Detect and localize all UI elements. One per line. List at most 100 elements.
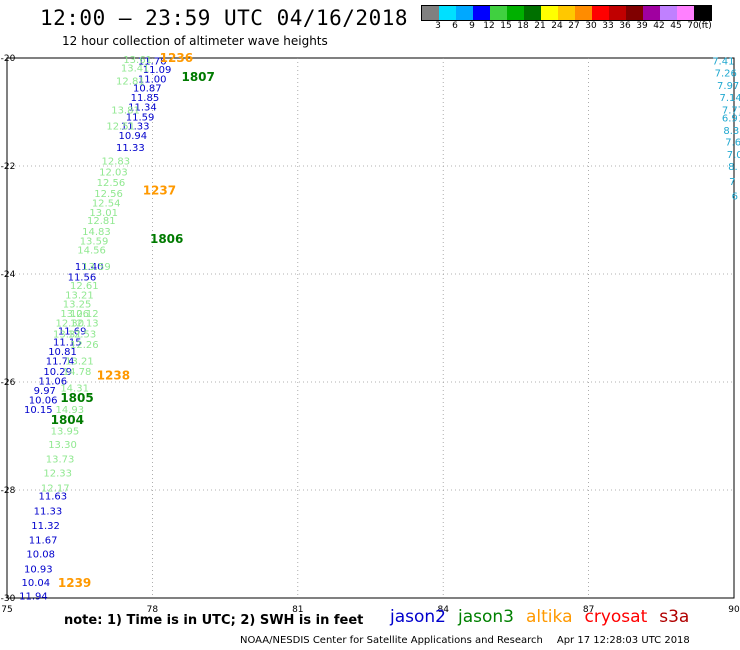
data-point-label: 13.06 [60, 309, 89, 320]
color-scale-label: 36 [619, 21, 631, 31]
data-point-label: 7 [729, 177, 735, 188]
color-scale-label: 42 [653, 21, 665, 31]
y-tick-label: -22 [1, 162, 16, 172]
data-point-label: 11.40 [75, 262, 104, 273]
color-scale-label: 12 [483, 21, 495, 31]
data-point-label: 11.33 [34, 507, 63, 518]
data-point-label: 1238 [97, 369, 130, 383]
data-point-label: 12.56 [94, 189, 123, 200]
data-point-label: 10.93 [24, 564, 53, 575]
color-swatch [694, 6, 711, 20]
data-point-label: 13.21 [65, 291, 94, 302]
data-point-label: 11.94 [19, 591, 48, 602]
color-scale-label: 15 [500, 21, 512, 31]
data-point-label: 6 [732, 192, 738, 203]
data-point-label: 1239 [58, 576, 91, 590]
color-swatch [643, 6, 660, 20]
data-point-label: 13.59 [80, 237, 109, 248]
data-point-label: 12.30 [55, 319, 84, 330]
color-swatch [507, 6, 524, 20]
data-point-label: 13.41 [121, 64, 150, 75]
data-point-label: 12.81 [87, 216, 116, 227]
data-point-label: 12.54 [92, 199, 121, 210]
x-tick-label: 90 [728, 605, 740, 615]
data-point-label: 11.33 [121, 122, 150, 133]
data-point-label: 10.94 [118, 131, 147, 142]
data-point-label: 12.13 [70, 319, 99, 330]
data-point-label: 1237 [143, 183, 176, 197]
data-point-label: 8. [728, 162, 738, 173]
data-point-label: 6.91 [722, 113, 740, 124]
data-point-label: 12.33 [43, 469, 72, 480]
data-point-label: 13.30 [48, 440, 77, 451]
x-tick-label: 75 [1, 605, 12, 615]
color-swatch [609, 6, 626, 20]
y-tick-label: -28 [1, 486, 16, 496]
data-point-label: 12.12 [70, 309, 99, 320]
data-point-label: 7.0 [727, 150, 740, 161]
data-point-label: 11.00 [138, 75, 167, 86]
data-point-label: 14.78 [63, 367, 92, 378]
data-point-label: 13.73 [46, 455, 75, 466]
color-scale-label: 6 [452, 21, 458, 31]
color-swatch [575, 6, 592, 20]
data-point-label: 11.32 [31, 521, 60, 532]
y-tick-label: -30 [1, 594, 16, 604]
color-swatch [422, 6, 439, 20]
data-point-label: 13.01 [89, 208, 118, 219]
data-point-label: 10.87 [133, 84, 162, 95]
data-point-label: 13.81 [111, 105, 140, 116]
color-scale-label: 39 [636, 21, 648, 31]
data-point-label: 1805 [60, 391, 93, 405]
data-point-label: 12.51 [106, 122, 135, 133]
data-point-label: 12.17 [41, 483, 70, 494]
color-scale-label: 27 [568, 21, 580, 31]
x-tick-label: 81 [292, 605, 303, 615]
data-point-label: 14.93 [55, 405, 84, 416]
data-point-label: 1806 [150, 232, 183, 246]
color-swatch [677, 6, 694, 20]
data-point-label: 9.97 [34, 386, 56, 397]
data-point-label: 12.56 [97, 178, 126, 189]
data-point-label: 10.81 [48, 347, 77, 358]
data-point-label: 12.53 [68, 329, 97, 340]
data-point-label: 7.97 [717, 81, 739, 92]
data-point-label: 8.3 [723, 126, 739, 137]
y-tick-label: -20 [1, 54, 16, 64]
data-point-label: 12.03 [99, 167, 128, 178]
credit-timestamp: Apr 17 12:28:03 UTC 2018 [556, 635, 690, 646]
color-swatch [439, 6, 456, 20]
data-point-label: 10.08 [26, 550, 55, 561]
page-title: 12:00 – 23:59 UTC 04/16/2018 [40, 6, 409, 30]
color-swatch [541, 6, 558, 20]
y-tick-label: -24 [1, 270, 16, 280]
legend-s3a: s3a [659, 607, 690, 627]
data-point-label: 13.95 [51, 427, 80, 438]
data-point-label: 13.31 [53, 329, 82, 340]
data-point-label: 11.56 [68, 273, 97, 284]
color-swatch [456, 6, 473, 20]
color-swatch [626, 6, 643, 20]
data-point-label: 7.14 [719, 93, 740, 104]
data-point-label: 1804 [51, 413, 84, 427]
data-point-label: 11.33 [116, 143, 145, 154]
color-scale-label: 45 [670, 21, 682, 31]
data-point-label: 11.74 [46, 356, 75, 367]
data-point-label: 13.21 [65, 356, 94, 367]
data-point-label: 1236 [160, 51, 193, 65]
data-point-label: 7.26 [715, 69, 737, 80]
data-point-label: 12.61 [70, 281, 99, 292]
color-scale-label: 9 [469, 21, 475, 31]
data-point-label: 11.06 [39, 376, 68, 387]
data-point-label: 10.06 [29, 395, 58, 406]
data-point-label: 10.04 [22, 578, 51, 589]
y-tick-label: -26 [1, 378, 16, 388]
data-point-label: 14.31 [60, 383, 89, 394]
data-point-label: 13.25 [63, 300, 92, 311]
color-scale-bar [421, 5, 712, 21]
footer-note: note: 1) Time is in UTC; 2) SWH is in fe… [64, 613, 364, 628]
credit-text: NOAA/NESDIS Center for Satellite Applica… [240, 635, 543, 646]
x-tick-label: 78 [147, 605, 159, 615]
color-swatch [558, 6, 575, 20]
